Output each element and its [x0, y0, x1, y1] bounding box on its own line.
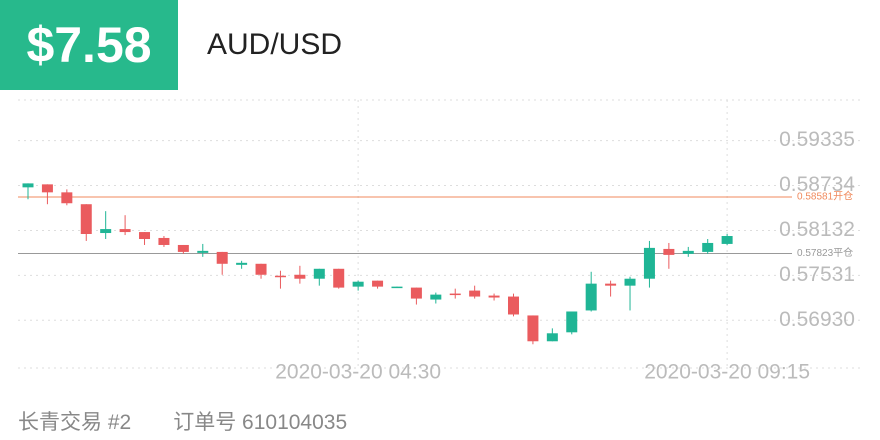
candle-body	[585, 283, 597, 311]
candle-body	[663, 248, 675, 255]
candle-body	[546, 333, 558, 342]
candle-body	[488, 295, 500, 298]
candle-body	[255, 263, 267, 275]
candle-body	[80, 204, 92, 234]
candle-body	[430, 294, 442, 300]
candle-body	[100, 229, 112, 234]
y-tick-label: 0.59335	[779, 128, 855, 151]
candle-body	[372, 280, 384, 287]
y-tick-label: 0.56930	[779, 308, 855, 331]
candle-body	[682, 250, 694, 254]
y-tick-label: 0.58132	[779, 218, 855, 241]
y-tick-label: 0.57531	[779, 263, 855, 286]
footer: 长青交易 #2 订单号 610104035	[18, 406, 389, 436]
x-tick-label: 2020-03-20 09:15	[644, 361, 810, 384]
candle-body	[236, 262, 248, 265]
trade-name: 长青交易 #2	[18, 411, 132, 434]
chart: 0.59335 0.58734 0.58132 0.57531 0.56930 2020-…	[18, 99, 860, 384]
candle-body	[158, 237, 170, 245]
symbol: AUD/USD	[207, 28, 343, 61]
x-tick-label: 2020-03-20 04:30	[275, 361, 441, 384]
candle-body	[216, 251, 228, 264]
candle-body	[61, 192, 73, 204]
candle-body	[313, 268, 325, 279]
reference-label: 0.58581开仓	[797, 190, 853, 203]
candle-body	[721, 236, 733, 244]
candle-body	[41, 184, 53, 193]
candle-body	[274, 275, 286, 278]
candle-body	[702, 242, 714, 252]
candle-body	[22, 183, 34, 188]
candle-body	[508, 296, 519, 315]
candle-body	[391, 286, 403, 289]
candle-body	[119, 229, 131, 233]
candle-body	[449, 293, 461, 296]
candle-body	[333, 268, 345, 288]
candle-body	[643, 247, 655, 279]
candle-body	[410, 287, 422, 299]
y-tick-label: 0.58734	[779, 173, 855, 196]
candle-body	[197, 250, 209, 253]
reference-label: 0.57823平仓	[797, 246, 853, 259]
candle-body	[624, 278, 636, 286]
order-number: 订单号 610104035	[173, 411, 348, 434]
candle-body	[469, 290, 481, 297]
candle-body	[352, 281, 364, 287]
candle-body	[527, 315, 539, 342]
candle-body	[139, 232, 151, 240]
candle-body	[605, 283, 617, 286]
price-badge: $7.58	[0, 0, 178, 90]
candle-body	[566, 311, 578, 333]
candle-body	[294, 274, 306, 279]
candle-body	[177, 244, 189, 252]
